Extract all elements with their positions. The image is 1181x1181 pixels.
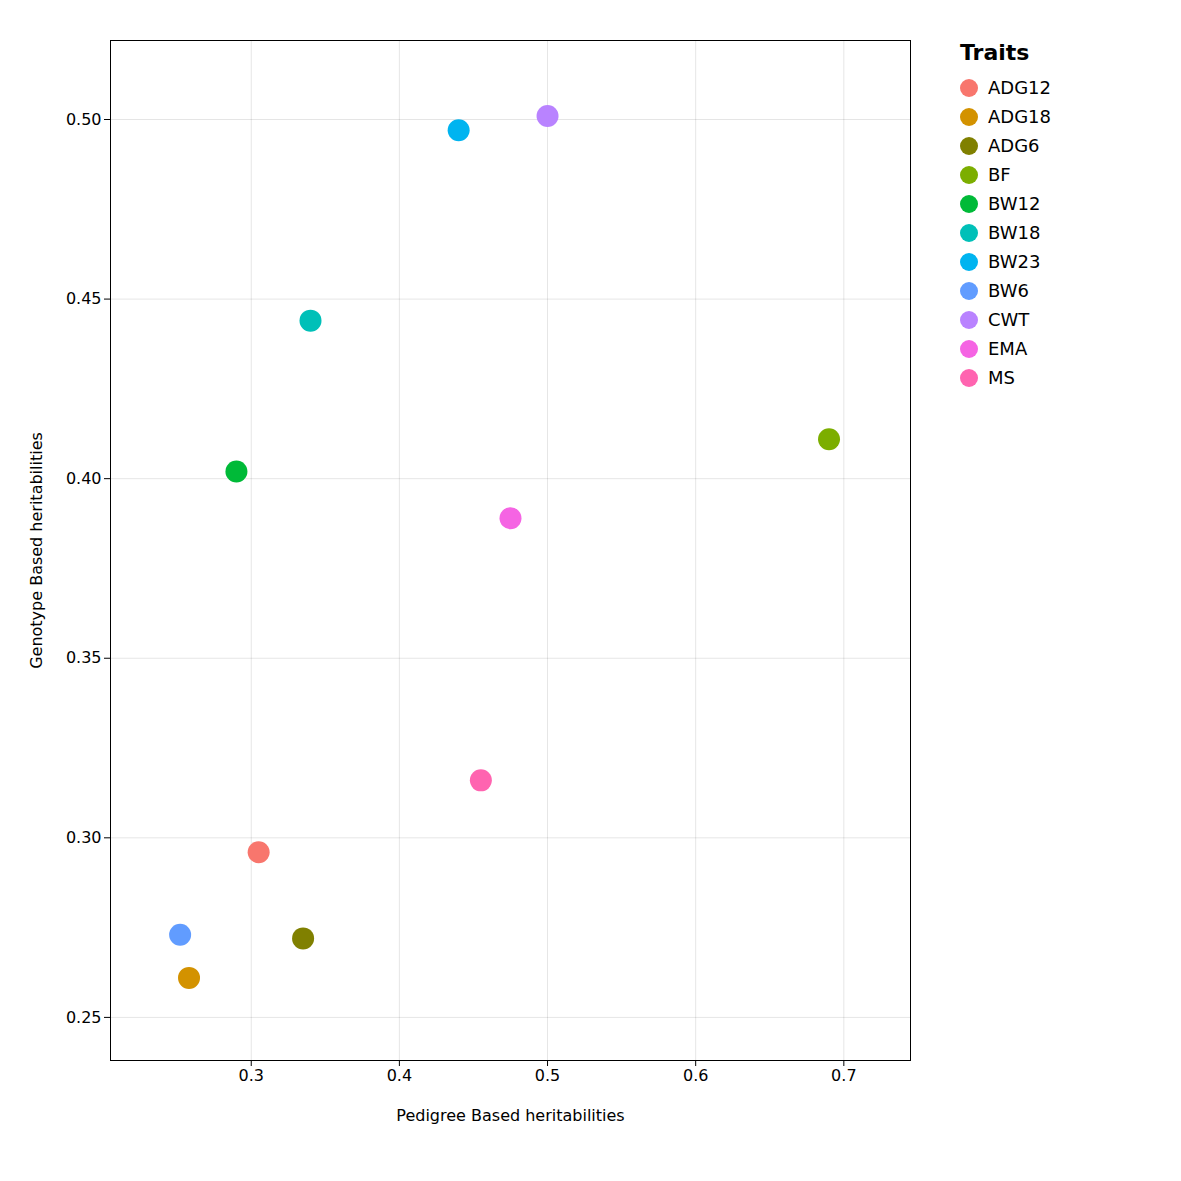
svg-text:0.40: 0.40	[66, 469, 102, 488]
html-text:CWT: CWT	[988, 309, 1030, 330]
html-text:ADG6: ADG6	[988, 135, 1040, 156]
svg-text:0.7: 0.7	[831, 1066, 856, 1085]
svg-text:0.5: 0.5	[535, 1066, 560, 1085]
svg-text:0.4: 0.4	[387, 1066, 412, 1085]
html-text:BW18: BW18	[988, 222, 1041, 243]
html-text:BW23: BW23	[988, 251, 1041, 272]
html-text:BF: BF	[988, 164, 1011, 185]
html-text:BW6: BW6	[988, 280, 1029, 301]
svg-text:0.6: 0.6	[683, 1066, 708, 1085]
html-text:MS: MS	[988, 367, 1015, 388]
html-text:BW12: BW12	[988, 193, 1041, 214]
svg-text:0.35: 0.35	[66, 648, 102, 667]
svg-text:0.3: 0.3	[239, 1066, 264, 1085]
svg-text:0.50: 0.50	[66, 110, 102, 129]
html-text:EMA: EMA	[988, 338, 1028, 359]
svg-text:Pedigree Based heritabilities: Pedigree Based heritabilities	[396, 1106, 624, 1125]
svg-text:0.45: 0.45	[66, 289, 102, 308]
svg-text:0.25: 0.25	[66, 1008, 102, 1027]
html-text:ADG12: ADG12	[988, 77, 1051, 98]
html-text:ADG18: ADG18	[988, 106, 1051, 127]
svg-text:0.30: 0.30	[66, 828, 102, 847]
html-text:Traits: Traits	[960, 40, 1030, 65]
svg-text:Genotype Based heritabilities: Genotype Based heritabilities	[27, 432, 46, 669]
